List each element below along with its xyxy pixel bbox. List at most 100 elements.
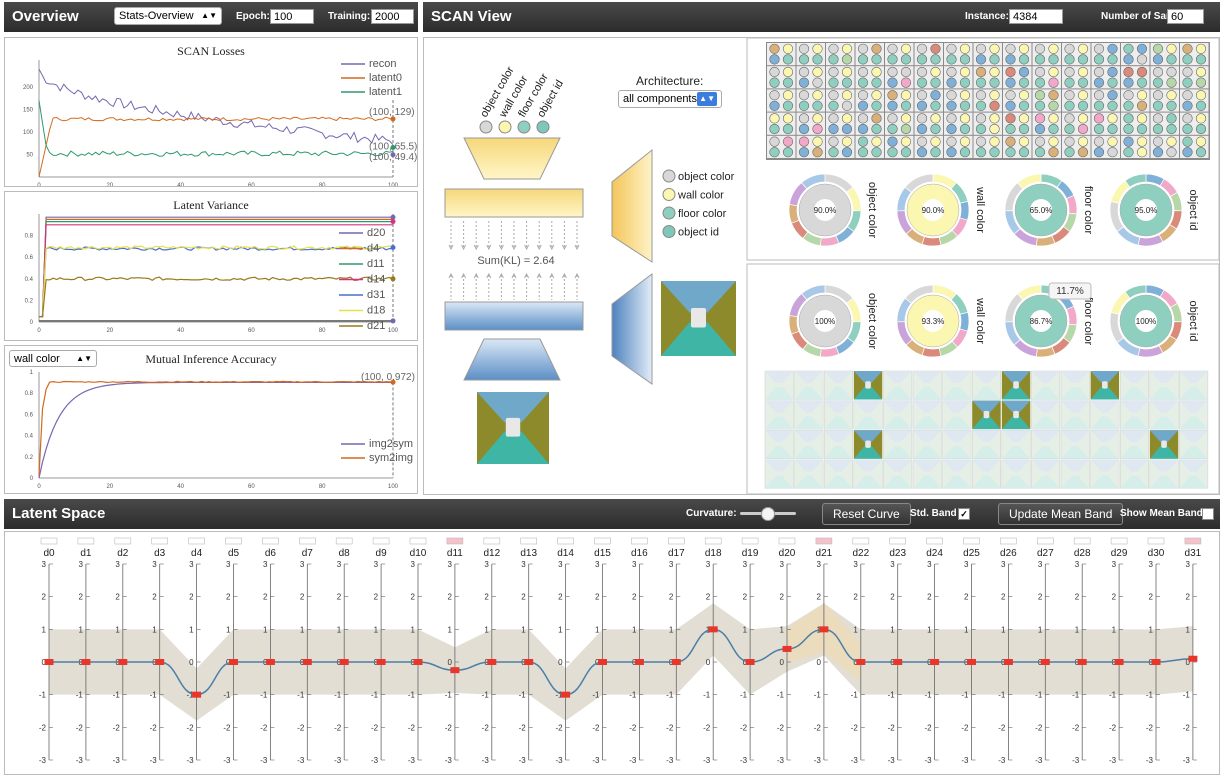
dim-marker[interactable] bbox=[409, 537, 427, 545]
latent-handle-d2[interactable] bbox=[118, 659, 128, 665]
dim-marker[interactable] bbox=[557, 537, 574, 545]
latent-handle-d23[interactable] bbox=[893, 659, 903, 665]
latent-handle-d29[interactable] bbox=[1114, 659, 1124, 665]
latent-handle-d13[interactable] bbox=[524, 659, 534, 665]
latent-handle-d1[interactable] bbox=[81, 659, 91, 665]
latent-handle-d6[interactable] bbox=[265, 659, 275, 665]
latent-handle-d11[interactable] bbox=[450, 667, 460, 674]
latent-handle-d21[interactable] bbox=[819, 626, 829, 633]
axis-tick-label: -1 bbox=[1146, 691, 1154, 700]
dim-marker[interactable] bbox=[114, 537, 132, 545]
dim-marker[interactable] bbox=[1147, 537, 1165, 545]
dim-marker[interactable] bbox=[963, 537, 980, 545]
latent-handle-d26[interactable] bbox=[1003, 659, 1013, 665]
latent-handle-d28[interactable] bbox=[1077, 659, 1087, 665]
x-tick-label: 0 bbox=[37, 183, 41, 186]
dim-marker[interactable] bbox=[889, 537, 907, 545]
latent-handle-d4[interactable] bbox=[192, 691, 202, 698]
latent-handle-d16[interactable] bbox=[634, 659, 644, 665]
dim-marker[interactable] bbox=[225, 537, 242, 545]
dim-marker[interactable] bbox=[1000, 537, 1017, 545]
dim-marker[interactable] bbox=[1110, 537, 1128, 545]
legend-d31: d31 bbox=[367, 289, 385, 301]
dim-marker[interactable] bbox=[298, 537, 316, 545]
dim-marker[interactable] bbox=[926, 537, 943, 545]
axis-tick-label: 1 bbox=[78, 625, 83, 634]
sample-dot bbox=[975, 77, 987, 88]
y-tick-label: 1 bbox=[30, 370, 34, 376]
dim-marker[interactable] bbox=[1037, 537, 1054, 545]
epoch-input[interactable]: 100 bbox=[270, 9, 314, 24]
sample-dot bbox=[989, 100, 1000, 111]
curvature-slider[interactable] bbox=[740, 507, 796, 521]
latent-handle-d14[interactable] bbox=[561, 691, 571, 698]
dim-marker[interactable] bbox=[372, 537, 390, 545]
training-input[interactable]: 2000 bbox=[371, 9, 414, 24]
latent-handle-d24[interactable] bbox=[930, 659, 940, 665]
sample-dot bbox=[916, 123, 928, 135]
latent-handle-d3[interactable] bbox=[155, 659, 165, 665]
sample-dot bbox=[1152, 100, 1164, 111]
dim-marker[interactable] bbox=[446, 537, 464, 545]
latent-handle-d31[interactable] bbox=[1188, 655, 1198, 662]
dim-label-d11: d11 bbox=[447, 548, 463, 559]
latent-handle-d8[interactable] bbox=[339, 659, 349, 665]
dim-marker[interactable] bbox=[741, 537, 759, 545]
image-sample bbox=[971, 429, 1001, 459]
show-mean-band-checkbox[interactable] bbox=[1202, 508, 1214, 520]
dim-marker[interactable] bbox=[667, 537, 685, 545]
samples-input[interactable]: 60 bbox=[1167, 9, 1204, 24]
dim-label-d26: d26 bbox=[1000, 548, 1017, 559]
dim-marker[interactable] bbox=[151, 537, 168, 545]
image-sample bbox=[764, 459, 794, 489]
dim-marker[interactable] bbox=[631, 537, 648, 545]
architecture-select[interactable]: all components ▲▼ bbox=[618, 90, 722, 108]
sample-dot bbox=[1182, 147, 1193, 158]
latent-handle-d10[interactable] bbox=[413, 659, 423, 665]
std-band-checkbox[interactable]: ✓ bbox=[958, 508, 970, 520]
dim-marker[interactable] bbox=[778, 537, 796, 545]
dim-marker[interactable] bbox=[335, 537, 353, 545]
update-mean-band-button[interactable]: Update Mean Band bbox=[998, 503, 1124, 525]
sample-dot bbox=[1136, 90, 1148, 101]
dim-marker[interactable] bbox=[77, 537, 95, 545]
curvature-slider-handle[interactable] bbox=[761, 507, 775, 521]
latent-handle-d27[interactable] bbox=[1040, 659, 1050, 665]
dim-marker[interactable] bbox=[704, 537, 722, 545]
inference-attribute-select[interactable]: wall color ▲▼ bbox=[9, 350, 97, 367]
sample-dot bbox=[812, 100, 823, 111]
latent-handle-d20[interactable] bbox=[782, 645, 792, 652]
sample-dot bbox=[812, 136, 823, 147]
sample-dot bbox=[1136, 100, 1148, 111]
reset-curve-button[interactable]: Reset Curve bbox=[822, 503, 911, 525]
sample-dot bbox=[916, 66, 928, 78]
dim-marker[interactable] bbox=[815, 537, 833, 545]
dim-marker[interactable] bbox=[40, 537, 58, 545]
axis-tick-label: -3 bbox=[924, 756, 932, 765]
latent-handle-d22[interactable] bbox=[856, 659, 866, 665]
image-sample bbox=[1090, 459, 1120, 489]
latent-handle-d30[interactable] bbox=[1151, 659, 1161, 665]
latent-handle-d25[interactable] bbox=[967, 659, 976, 665]
latent-handle-d12[interactable] bbox=[487, 659, 497, 665]
image-sample bbox=[764, 370, 794, 400]
latent-handle-d5[interactable] bbox=[229, 659, 238, 665]
dim-marker[interactable] bbox=[1184, 537, 1202, 545]
dim-marker[interactable] bbox=[1073, 537, 1091, 545]
dim-marker[interactable] bbox=[594, 537, 611, 545]
dim-marker[interactable] bbox=[188, 537, 205, 545]
instance-input[interactable]: 4384 bbox=[1009, 9, 1063, 24]
latent-handle-d7[interactable] bbox=[302, 659, 312, 665]
dim-marker[interactable] bbox=[262, 537, 279, 545]
dim-marker[interactable] bbox=[520, 537, 538, 545]
latent-handle-d9[interactable] bbox=[376, 659, 386, 665]
dim-marker[interactable] bbox=[483, 537, 501, 545]
latent-handle-d17[interactable] bbox=[671, 659, 681, 665]
view-select[interactable]: Stats-Overview ▲▼ bbox=[114, 7, 222, 25]
latent-handle-d15[interactable] bbox=[598, 659, 607, 665]
latent-handle-d18[interactable] bbox=[708, 626, 718, 633]
sample-dot bbox=[782, 90, 794, 101]
latent-handle-d0[interactable] bbox=[44, 659, 54, 665]
latent-handle-d19[interactable] bbox=[745, 659, 755, 665]
dim-marker[interactable] bbox=[852, 537, 870, 545]
